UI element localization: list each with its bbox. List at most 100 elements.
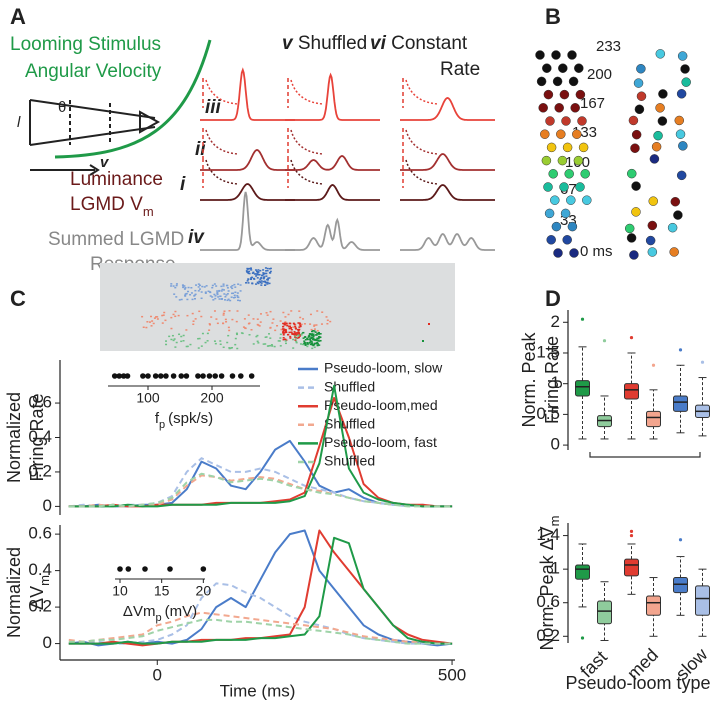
spike [231,318,234,321]
spike [234,343,237,346]
spike [247,282,250,284]
stimulus-dot [676,170,687,181]
spike [148,321,151,323]
spike [222,283,225,285]
spike [292,338,295,341]
trace [200,149,295,171]
spike [146,321,149,323]
strip-point [152,373,159,379]
spike [294,325,297,328]
column-title: vi Constant [370,33,468,54]
spike [312,334,315,336]
spike [280,328,283,331]
spike [194,289,197,292]
column-numeral: vi [370,33,387,54]
x-axis-label: Pseudo-loom type [565,673,710,693]
spike [222,314,225,316]
spike [299,316,302,319]
spike [190,287,193,289]
spike [234,337,237,340]
spike [165,340,168,342]
box-flier [629,533,634,538]
trace [400,232,495,251]
series-line [68,439,453,508]
strip-point [248,373,255,379]
stimulus-dot [536,76,547,87]
spike [308,334,311,337]
spike [246,280,249,282]
spike [315,324,318,326]
spike [303,323,306,325]
spike [197,286,200,288]
spike [214,342,217,345]
x-tick-label: 10 [112,583,128,599]
spike [252,271,255,274]
spike [279,345,282,347]
spike [178,299,181,301]
spike [242,326,245,328]
spike [221,288,224,291]
spike [298,326,301,328]
box [646,410,661,428]
box [575,380,590,397]
stimulus-dot [634,104,645,115]
spike [259,278,262,280]
strip-point [158,373,164,379]
row-label: i [180,174,186,195]
spike [320,323,323,325]
spike [266,283,269,285]
column-text: Shuffled [298,33,367,54]
spike [307,336,310,338]
y-axis-label: Normalized [4,547,24,638]
spike [175,283,178,285]
spike [185,345,188,348]
spike [265,270,268,272]
x-axis-label-unit: (spk/s) [168,410,213,427]
spike [197,337,200,340]
spike [257,342,260,344]
spike [282,331,285,333]
stimulus-dot [631,129,642,140]
spike [216,291,219,294]
spike [284,316,287,318]
spike [313,328,316,330]
stimulus-label: Looming Stimulus [10,34,161,55]
luminance-decay [290,79,324,105]
spike [264,272,267,275]
spike [197,290,200,292]
strip-point [218,373,225,379]
spike [222,285,225,287]
spike [177,314,180,317]
series-line [68,611,453,645]
spike [294,335,297,337]
spike [155,316,158,318]
stimulus-dot [653,130,663,141]
spike [234,286,237,288]
spike [317,340,320,342]
spike [262,277,265,280]
y-axis-label: Normalized [4,392,24,483]
series-line [68,536,453,645]
spike [313,339,316,341]
spike [174,310,177,313]
spike [257,324,260,326]
row-label: ii [195,139,206,160]
strip-point [124,373,131,379]
strip-point [116,373,122,379]
time-label: 167 [580,95,605,112]
spike [318,333,321,335]
spike [182,284,185,287]
spike [301,343,304,346]
spike [171,334,174,337]
spike [326,322,329,325]
stimulus-dot [630,143,640,153]
column-title: v Shuffled [282,33,367,54]
box-flier [629,336,634,340]
spike [192,320,195,322]
spike [214,297,217,300]
x-tick-label: 0 [153,665,162,684]
spike [282,330,285,332]
stimulus-dot [582,195,592,205]
spike [311,334,314,336]
spike [296,333,299,336]
